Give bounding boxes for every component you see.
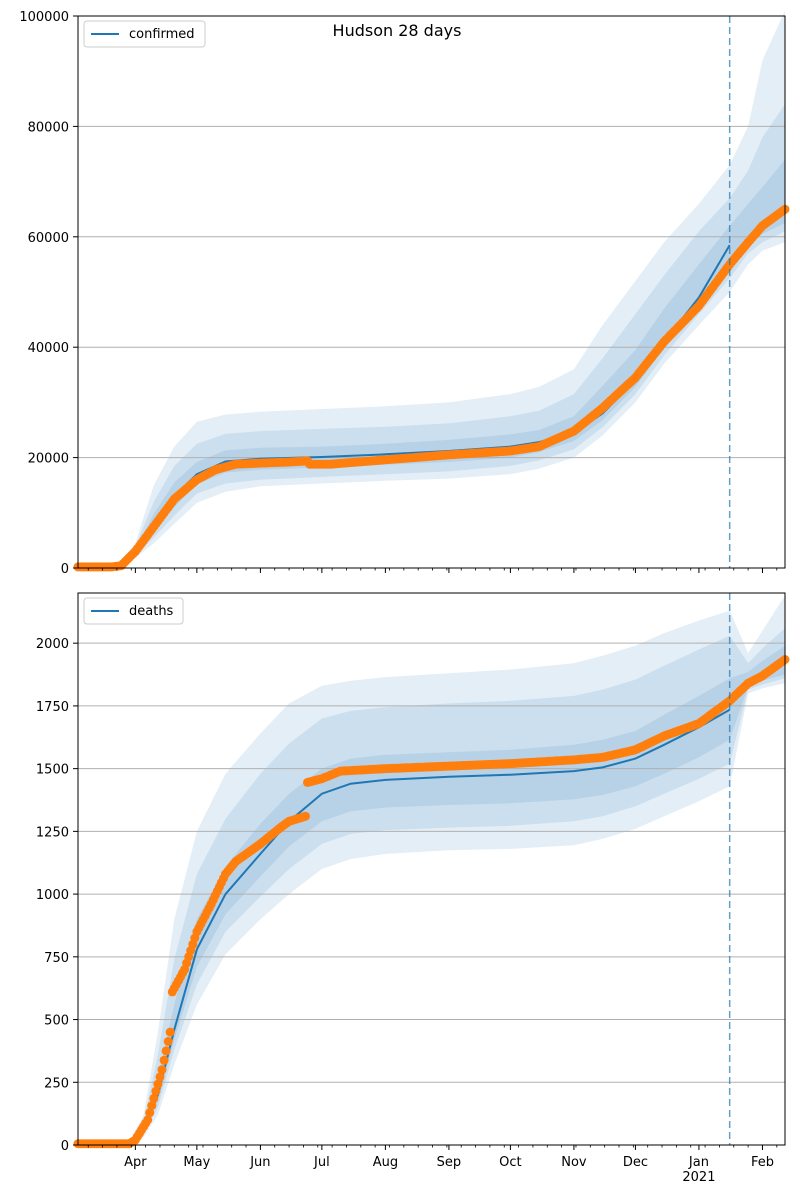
- confirmed-y-tick-label: 100000: [19, 10, 69, 25]
- confirmed-y-tick-label: 60000: [28, 231, 69, 246]
- deaths-y-tick-label: 1750: [36, 700, 69, 715]
- deaths-y-tick-label: 2000: [36, 637, 69, 652]
- confirmed-x-axis: [87, 568, 778, 573]
- deaths-y-tick-label: 250: [44, 1076, 69, 1091]
- confirmed-legend-label: confirmed: [129, 27, 195, 42]
- x-tick-label-year: 2021: [682, 1170, 715, 1185]
- confirmed-legend-box: [83, 20, 206, 48]
- deaths-model-series: [126, 708, 731, 1146]
- deaths-observed-point: [153, 1079, 163, 1089]
- x-tick-label-month: Sep: [437, 1155, 462, 1170]
- x-tick-label-month: Nov: [561, 1155, 587, 1170]
- deaths-legend-box: [83, 597, 184, 625]
- deaths-observed-point: [163, 1037, 173, 1046]
- deaths-y-tick-label: 1000: [36, 888, 69, 903]
- confirmed-legend: confirmed: [83, 20, 206, 48]
- deaths-y-tick-label: 0: [61, 1139, 69, 1154]
- deaths-observed-point: [157, 1065, 167, 1075]
- confirmed-y-tick-label: 0: [61, 562, 69, 577]
- deaths-model-line: [126, 708, 731, 1146]
- deaths-observed-point: [149, 1093, 159, 1103]
- deaths-observed-point: [147, 1101, 157, 1111]
- x-tick-label-month: Aug: [373, 1155, 398, 1170]
- x-tick-label-month: Jan: [688, 1155, 709, 1170]
- confirmed-y-axis: 0 20000 40000 60000 80000 100000: [19, 10, 78, 577]
- x-tick-label-month: Jun: [249, 1155, 270, 1170]
- confirmed-band-2: [114, 104, 785, 569]
- deaths-frame: [77, 592, 786, 1146]
- confirmed-panel: 0 20000 40000 60000 80000 100000 confirmed Hu…: [19, 10, 790, 577]
- x-tick-label-month: Oct: [499, 1155, 521, 1170]
- deaths-y-tick-label: 1250: [36, 825, 69, 840]
- deaths-band-3: [127, 645, 785, 1145]
- confirmed-y-tick-label: 40000: [28, 341, 69, 356]
- deaths-observed-point: [165, 1027, 175, 1037]
- confirmed-band-1: [114, 10, 785, 568]
- deaths-observed-point: [143, 1115, 153, 1125]
- deaths-panel: 0 250 500 750 1000 1250 1500 1750 2000 Apr May Jun…: [36, 592, 790, 1185]
- deaths-axes-frame: [77, 592, 786, 1146]
- confirmed-y-tick-label: 80000: [28, 120, 69, 135]
- deaths-observed-point: [151, 1086, 161, 1096]
- confirmed-y-tick-label: 20000: [28, 452, 69, 467]
- deaths-y-tick-label: 500: [44, 1014, 69, 1029]
- deaths-y-axis: 0 250 500 750 1000 1250 1500 1750 2000: [36, 637, 78, 1154]
- confirmed-frame: [77, 15, 786, 569]
- deaths-observed-point: [161, 1046, 171, 1056]
- deaths-legend: deaths: [83, 597, 184, 625]
- x-tick-label-month: May: [183, 1155, 210, 1170]
- deaths-observed-point: [155, 1072, 165, 1082]
- deaths-observed-point: [159, 1055, 169, 1065]
- confirmed-observed-points: [73, 204, 790, 572]
- deaths-observed-point: [145, 1108, 155, 1118]
- deaths-observed-point: [301, 811, 310, 821]
- x-tick-label-month: Apr: [124, 1155, 147, 1170]
- x-tick-label-month: Jul: [313, 1155, 330, 1170]
- confirmed-axes-frame: [77, 15, 786, 569]
- deaths-y-tick-label: 1500: [36, 763, 69, 778]
- deaths-band-1: [127, 595, 785, 1145]
- x-tick-label-month: Dec: [623, 1155, 648, 1170]
- chart-title: Hudson 28 days: [333, 21, 462, 40]
- x-tick-label-month: Feb: [751, 1155, 774, 1170]
- deaths-legend-label: deaths: [129, 604, 174, 619]
- deaths-y-tick-label: 750: [44, 951, 69, 966]
